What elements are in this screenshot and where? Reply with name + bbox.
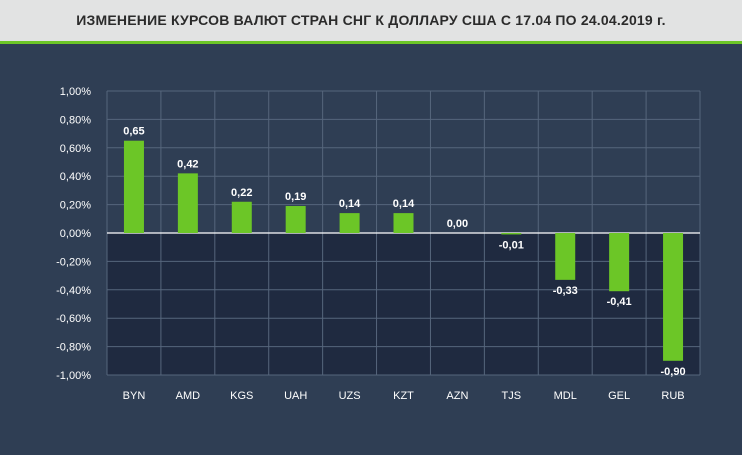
value-label: 0,00: [447, 218, 468, 230]
y-tick-label: -0,20%: [56, 256, 91, 268]
bar-kzt: [393, 213, 414, 233]
bar-kgs: [231, 201, 252, 233]
y-tick-label: -0,60%: [56, 313, 91, 325]
bar-mdl: [555, 233, 576, 280]
value-label: 0,42: [177, 158, 198, 170]
value-label: -0,41: [607, 296, 632, 308]
value-label: 0,22: [231, 187, 252, 199]
y-tick-label: 0,20%: [60, 200, 91, 212]
y-tick-label: 1,00%: [60, 86, 91, 98]
value-label: -0,33: [553, 285, 578, 297]
y-tick-label: 0,40%: [60, 171, 91, 183]
x-tick-label: TJS: [502, 390, 522, 402]
bar-gel: [609, 233, 630, 292]
chart-header: ИЗМЕНЕНИЕ КУРСОВ ВАЛЮТ СТРАН СНГ К ДОЛЛА…: [0, 0, 742, 44]
chart-area: 1,00% 0,80% 0,60% 0,40% 0,20% 0,00% -0,20% -0,4…: [0, 44, 742, 450]
x-tick-label: AMD: [176, 390, 201, 402]
bar-tjs: [501, 233, 522, 235]
bar-uah: [285, 206, 306, 233]
y-tick-label: 0,00%: [60, 228, 91, 240]
x-tick-label: MDL: [554, 390, 577, 402]
bar-rub: [663, 233, 684, 361]
chart-title: ИЗМЕНЕНИЕ КУРСОВ ВАЛЮТ СТРАН СНГ К ДОЛЛА…: [76, 12, 666, 28]
bar-byn: [123, 140, 144, 233]
x-tick-label: UAH: [284, 390, 307, 402]
x-tick-label: AZN: [446, 390, 468, 402]
value-label: -0,01: [499, 239, 524, 251]
x-tick-label: RUB: [661, 390, 684, 402]
value-label: -0,90: [661, 366, 686, 378]
value-label: 0,19: [285, 191, 306, 203]
x-tick-label: BYN: [123, 390, 146, 402]
y-tick-label: 0,60%: [60, 143, 91, 155]
y-tick-label: 0,80%: [60, 114, 91, 126]
negative-region: [107, 233, 700, 375]
value-label: 0,65: [123, 126, 144, 138]
y-tick-label: -0,80%: [56, 342, 91, 354]
bar-uzs: [339, 213, 360, 233]
x-tick-label: GEL: [608, 390, 630, 402]
value-label: 0,14: [339, 198, 361, 210]
x-tick-label: UZS: [339, 390, 361, 402]
bar-amd: [177, 173, 198, 233]
x-tick-label: KZT: [393, 390, 414, 402]
bar-chart: 1,00% 0,80% 0,60% 0,40% 0,20% 0,00% -0,20% -0,4…: [56, 86, 701, 402]
value-label: 0,14: [393, 198, 415, 210]
y-tick-label: -1,00%: [56, 370, 91, 382]
x-tick-label: KGS: [230, 390, 253, 402]
y-tick-label: -0,40%: [56, 285, 91, 297]
